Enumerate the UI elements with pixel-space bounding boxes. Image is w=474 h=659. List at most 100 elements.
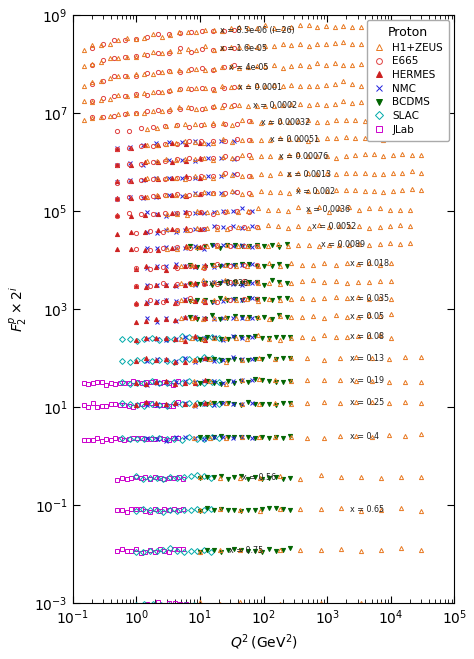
BCDMS xyxy=(254,241,260,249)
H1+ZEUS xyxy=(289,22,294,30)
JLab xyxy=(108,379,113,387)
H1+ZEUS xyxy=(332,24,337,32)
JLab xyxy=(144,378,149,386)
SLAC xyxy=(119,335,125,343)
H1+ZEUS xyxy=(246,24,251,32)
Text: x = 0.0052: x = 0.0052 xyxy=(312,222,356,231)
E665 xyxy=(188,28,193,36)
E665 xyxy=(100,40,106,48)
E665 xyxy=(89,43,95,51)
Text: x = 0.0013: x = 0.0013 xyxy=(286,170,330,179)
JLab xyxy=(103,381,109,389)
E665 xyxy=(122,36,128,43)
JLab xyxy=(175,378,181,386)
HERMES xyxy=(155,142,161,150)
BCDMS xyxy=(269,241,274,249)
BCDMS xyxy=(217,244,223,252)
JLab xyxy=(171,381,176,389)
NMC xyxy=(114,144,120,152)
NMC xyxy=(166,138,172,146)
X-axis label: $Q^2\,(\mathrm{GeV}^2)$: $Q^2\,(\mathrm{GeV}^2)$ xyxy=(229,633,297,652)
Text: x = 0.05: x = 0.05 xyxy=(350,312,384,321)
H1+ZEUS xyxy=(315,22,320,30)
HERMES xyxy=(197,138,203,146)
Line: NMC: NMC xyxy=(115,138,237,150)
JLab xyxy=(135,378,140,386)
H1+ZEUS xyxy=(392,20,398,28)
JLab xyxy=(85,380,91,388)
H1+ZEUS xyxy=(366,20,372,28)
H1+ZEUS xyxy=(116,36,121,43)
Line: SLAC: SLAC xyxy=(120,334,221,343)
Line: E665: E665 xyxy=(90,28,237,49)
H1+ZEUS xyxy=(228,24,234,32)
BCDMS xyxy=(202,242,208,250)
SLAC xyxy=(209,333,214,341)
BCDMS xyxy=(210,241,215,248)
H1+ZEUS xyxy=(133,35,138,43)
NMC xyxy=(140,142,146,150)
NMC xyxy=(180,138,185,146)
JLab xyxy=(157,379,163,387)
JLab xyxy=(90,379,96,387)
H1+ZEUS xyxy=(159,33,164,41)
H1+ZEUS xyxy=(384,22,390,30)
Text: x = 0.65: x = 0.65 xyxy=(350,505,384,514)
Legend: H1+ZEUS, E665, HERMES, NMC, BCDMS, SLAC, JLab: H1+ZEUS, E665, HERMES, NMC, BCDMS, SLAC,… xyxy=(367,20,449,141)
Line: BCDMS: BCDMS xyxy=(188,242,289,250)
SLAC xyxy=(134,337,140,345)
JLab xyxy=(153,377,158,385)
H1+ZEUS xyxy=(167,31,173,39)
JLab xyxy=(139,379,145,387)
BCDMS xyxy=(276,243,282,250)
H1+ZEUS xyxy=(237,24,242,32)
Text: x = 0.026: x = 0.026 xyxy=(209,279,248,287)
JLab xyxy=(99,378,105,386)
HERMES xyxy=(128,144,134,152)
Text: x = 0.75: x = 0.75 xyxy=(229,546,263,555)
NMC xyxy=(232,137,237,145)
SLAC xyxy=(142,335,147,343)
BCDMS xyxy=(232,241,237,249)
E665 xyxy=(199,27,204,35)
Text: x = 0.25: x = 0.25 xyxy=(350,398,384,407)
JLab xyxy=(126,379,131,387)
E665 xyxy=(111,36,117,44)
JLab xyxy=(148,378,154,386)
BCDMS xyxy=(239,243,245,250)
H1+ZEUS xyxy=(349,22,355,30)
H1+ZEUS xyxy=(410,20,415,28)
SLAC xyxy=(216,334,222,342)
H1+ZEUS xyxy=(375,22,381,30)
H1+ZEUS xyxy=(280,24,286,32)
E665 xyxy=(144,33,149,41)
JLab xyxy=(121,379,127,387)
SLAC xyxy=(179,332,184,340)
Text: x = 1.6e-05: x = 1.6e-05 xyxy=(220,44,267,53)
JLab xyxy=(130,378,136,386)
Text: x = 0.0002: x = 0.0002 xyxy=(253,101,297,110)
SLAC xyxy=(201,335,207,343)
SLAC xyxy=(156,335,162,343)
SLAC xyxy=(172,335,177,343)
BCDMS xyxy=(246,242,252,250)
H1+ZEUS xyxy=(81,46,87,54)
JLab xyxy=(94,378,100,386)
H1+ZEUS xyxy=(124,34,130,42)
H1+ZEUS xyxy=(185,28,191,36)
Line: JLab: JLab xyxy=(82,379,180,387)
HERMES xyxy=(183,140,189,148)
Text: x = 0.002: x = 0.002 xyxy=(296,187,335,196)
HERMES xyxy=(169,139,175,147)
H1+ZEUS xyxy=(98,41,104,49)
NMC xyxy=(219,137,224,145)
E665 xyxy=(210,27,215,35)
E665 xyxy=(155,30,161,38)
Text: x = 0.0089: x = 0.0089 xyxy=(321,240,365,249)
Line: HERMES: HERMES xyxy=(115,140,202,151)
H1+ZEUS xyxy=(219,27,225,35)
H1+ZEUS xyxy=(401,20,407,28)
Text: x = 0.08: x = 0.08 xyxy=(350,332,384,341)
E665 xyxy=(232,26,237,34)
H1+ZEUS xyxy=(176,28,182,36)
